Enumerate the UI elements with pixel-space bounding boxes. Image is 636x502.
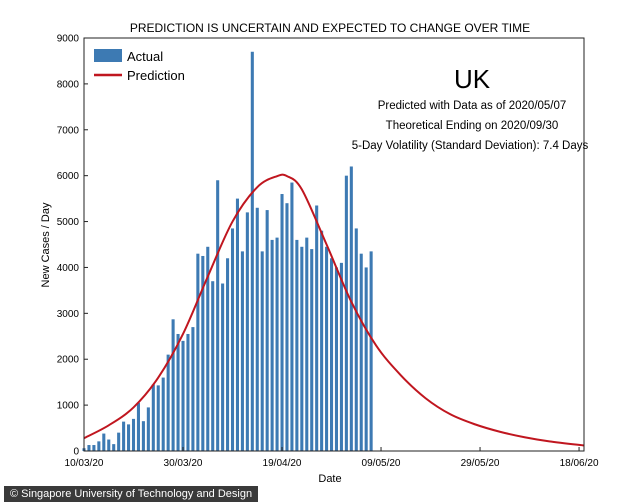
- actual-bar: [97, 441, 101, 451]
- y-axis-label: New Cases / Day: [40, 202, 52, 287]
- y-tick-label: 3000: [57, 309, 80, 320]
- actual-bar: [102, 433, 106, 451]
- plot-frame: [83, 37, 585, 452]
- actual-bar: [171, 319, 175, 451]
- y-tick-label: 5000: [57, 217, 80, 228]
- y-tick-label: 0: [73, 447, 79, 458]
- actual-bar: [315, 205, 319, 451]
- actual-bar: [196, 253, 200, 451]
- actual-bar: [240, 251, 244, 451]
- actual-bar: [250, 51, 254, 452]
- actual-bar: [122, 421, 126, 451]
- actual-bar: [186, 333, 190, 451]
- actual-bar: [211, 281, 215, 451]
- actual-bar: [305, 237, 309, 451]
- prediction-line: [83, 173, 585, 447]
- actual-bar: [92, 445, 96, 451]
- y-tick-label: 7000: [57, 125, 80, 136]
- actual-bar: [369, 251, 373, 451]
- actual-bar: [290, 182, 294, 452]
- actual-bar: [87, 445, 91, 451]
- actual-bar: [146, 407, 150, 451]
- actual-bar: [230, 228, 235, 451]
- actual-bar: [329, 258, 334, 451]
- annotation-line-2: Theoretical Ending on 2020/09/30: [386, 120, 559, 132]
- x-tick-label: 29/05/20: [461, 458, 500, 469]
- actual-bar: [334, 267, 339, 451]
- actual-bar: [107, 439, 111, 451]
- x-axis-ticks: 10/03/20 30/03/20 19/04/20 09/05/20 29/05/20…: [65, 447, 599, 469]
- actual-bar: [265, 210, 269, 451]
- actual-bar: [131, 418, 136, 451]
- actual-bar: [127, 424, 131, 451]
- actual-bars: [82, 51, 373, 452]
- actual-bar: [235, 198, 239, 451]
- actual-bar: [364, 267, 368, 451]
- x-tick-label: 19/04/20: [263, 458, 302, 469]
- actual-bar: [166, 354, 170, 451]
- actual-bar: [275, 237, 279, 451]
- actual-bar: [285, 203, 289, 451]
- x-tick-label: 10/03/20: [65, 458, 104, 469]
- actual-bar: [310, 249, 314, 451]
- actual-bar: [339, 262, 343, 451]
- actual-bar: [344, 175, 348, 452]
- y-tick-label: 1000: [57, 401, 80, 412]
- actual-bar: [136, 402, 140, 451]
- actual-bar: [216, 180, 220, 451]
- y-tick-label: 9000: [57, 34, 80, 45]
- chart-title: PREDICTION IS UNCERTAIN AND EXPECTED TO …: [130, 21, 530, 35]
- actual-bar: [354, 228, 358, 451]
- actual-bar: [295, 239, 299, 451]
- source-credit: © Singapore University of Technology and…: [4, 486, 259, 502]
- actual-bar: [112, 444, 116, 451]
- legend: Actual Prediction: [94, 49, 185, 83]
- chart: PREDICTION IS UNCERTAIN AND EXPECTED TO …: [40, 21, 599, 485]
- actual-bar: [181, 340, 185, 451]
- y-tick-label: 4000: [57, 263, 80, 274]
- y-tick-label: 2000: [57, 355, 80, 366]
- y-tick-label: 8000: [57, 79, 80, 90]
- country-label: UK: [454, 64, 491, 94]
- actual-bar: [349, 166, 353, 452]
- actual-bar: [141, 421, 145, 451]
- y-axis-ticks: 0 1000 2000 3000 4000 5000 6000 7000 8000 9000: [57, 34, 88, 458]
- actual-bar: [320, 230, 324, 451]
- actual-bar: [270, 239, 274, 451]
- actual-bar: [161, 377, 165, 451]
- annotation-line-1: Predicted with Data as of 2020/05/07: [378, 100, 567, 112]
- actual-bar: [280, 194, 284, 451]
- actual-bar: [245, 212, 249, 451]
- actual-bar: [300, 246, 304, 451]
- legend-actual-label: Actual: [127, 49, 163, 64]
- y-tick-label: 6000: [57, 171, 80, 182]
- x-tick-label: 30/03/20: [164, 458, 203, 469]
- x-tick-label: 09/05/20: [362, 458, 401, 469]
- actual-bar: [226, 258, 230, 451]
- legend-prediction-label: Prediction: [127, 68, 185, 83]
- legend-actual-swatch: [94, 49, 122, 62]
- actual-bar: [191, 327, 195, 451]
- actual-bar: [260, 251, 264, 451]
- actual-bar: [325, 246, 329, 451]
- actual-bar: [206, 246, 210, 451]
- actual-bar: [359, 253, 363, 451]
- annotation-line-3: 5-Day Volatility (Standard Deviation): 7…: [352, 140, 589, 152]
- actual-bar: [156, 385, 160, 451]
- x-axis-label: Date: [318, 473, 341, 485]
- annotation: UK Predicted with Data as of 2020/05/07 …: [352, 64, 589, 152]
- actual-bar: [221, 283, 225, 451]
- actual-bar: [151, 384, 155, 451]
- actual-bar: [201, 255, 205, 451]
- actual-bar: [176, 333, 180, 451]
- x-tick-label: 18/06/20: [560, 458, 599, 469]
- actual-bar: [255, 207, 259, 451]
- actual-bar: [117, 432, 121, 451]
